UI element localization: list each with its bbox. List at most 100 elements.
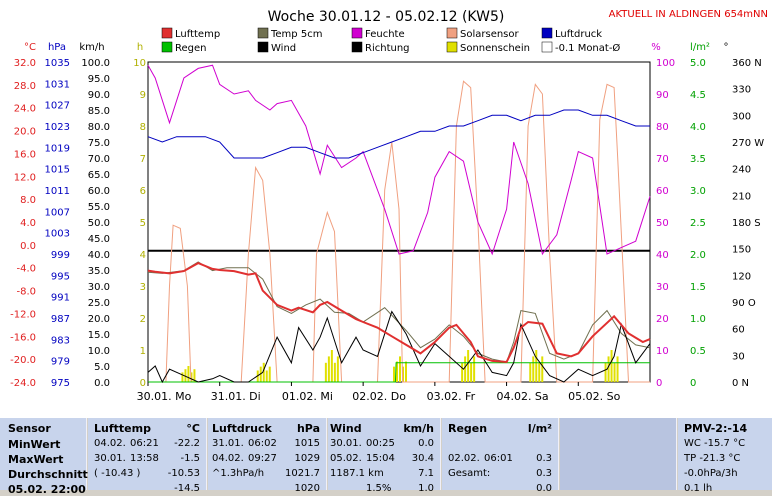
axis-unit-temp: °C	[24, 42, 36, 53]
x-tick-label: 02.02. Do	[352, 390, 406, 403]
tick-label-percent: 90	[656, 90, 669, 101]
tick-label-temp: 0.0	[20, 241, 36, 252]
sunshine-bar	[393, 366, 395, 382]
luftdruck-value: 1029	[294, 453, 320, 464]
row-label: Durchschnitt	[8, 468, 88, 481]
tick-label-hours: 5	[140, 218, 146, 229]
tick-label-speed: 65.0	[88, 170, 110, 181]
luftdruck-value: 1021.7	[285, 468, 320, 479]
tick-label-percent: 60	[656, 186, 669, 197]
legend-swatch	[446, 27, 458, 39]
tick-label-speed: 10.0	[88, 346, 110, 357]
tick-label-speed: 15.0	[88, 330, 110, 341]
regen-header: Regen	[448, 422, 488, 435]
x-tick-label: 03.02. Fr	[427, 390, 476, 403]
tick-label-temp: -24.0	[10, 378, 36, 389]
axis-unit-rain: l/m²	[690, 42, 710, 53]
tick-label-rain: 0.5	[690, 346, 706, 357]
tick-label-press: 1031	[45, 79, 70, 90]
sunshine-bar	[181, 372, 184, 382]
table-col-lufttemp	[88, 418, 207, 490]
regen-value: 0.3	[536, 453, 552, 464]
weather-chart: Woche 30.01.12 - 05.02.12 (KW5) AKTUELL …	[0, 0, 772, 418]
tick-label-hours: 10	[133, 58, 146, 69]
sunshine-bar	[190, 372, 193, 382]
tick-label-speed: 5.0	[94, 362, 110, 373]
sunshine-bar	[538, 362, 541, 382]
sunshine-bar	[187, 366, 190, 382]
x-tick-label: 05.02. So	[568, 390, 620, 403]
axis-unit-dir: °	[724, 42, 729, 53]
statistics-table: Sensor MinWert MaxWert Durchschnitt 05.02. 2…	[0, 418, 772, 496]
tick-label-dir: 0 N	[732, 378, 749, 389]
tick-label-temp: 4.0	[20, 218, 36, 229]
sunshine-bar	[262, 362, 265, 382]
table-col-pmv	[678, 418, 772, 490]
sunshine-bar	[529, 362, 532, 382]
sunshine-bar	[604, 362, 607, 382]
tick-label-hours: 7	[140, 154, 146, 165]
pmv-value: TP -21.3 °C	[684, 453, 741, 464]
tick-label-rain: 5.0	[690, 58, 706, 69]
tick-label-dir: 90 O	[732, 298, 756, 309]
tick-label-speed: 80.0	[88, 122, 110, 133]
lufttemp-header: Lufttemp	[94, 422, 151, 435]
pmv-header: PMV-2:-14	[684, 422, 748, 435]
tick-label-percent: 40	[656, 250, 669, 261]
tick-label-dir: 30	[732, 351, 745, 362]
tick-label-percent: 100	[656, 58, 675, 69]
legend-swatch	[351, 41, 363, 53]
sunshine-bar	[607, 356, 610, 382]
tick-label-press: 1019	[45, 143, 70, 154]
sunshine-bar	[402, 366, 404, 382]
tick-label-rain: 3.0	[690, 186, 706, 197]
x-axis-ticks: 30.01. Mo 31.01. Di 01.02. Mi 02.02. Do 03.0…	[137, 382, 621, 403]
wind-time: 1.5%	[366, 483, 392, 494]
tick-label-rain: 1.5	[690, 282, 706, 293]
tick-label-temp: 16.0	[14, 149, 36, 160]
tick-label-speed: 95.0	[88, 74, 110, 85]
tick-label-dir: 60	[732, 325, 745, 336]
tick-label-press: 1003	[45, 229, 70, 240]
tick-label-speed: 30.0	[88, 282, 110, 293]
row-label: MaxWert	[8, 453, 64, 466]
wind-value: 7.1	[418, 468, 434, 479]
tick-label-press: 999	[51, 250, 70, 261]
tick-label-rain: 4.5	[690, 90, 706, 101]
sunshine-bar	[467, 350, 470, 382]
tick-label-dir: 150	[732, 245, 751, 256]
legend-swatch	[351, 27, 363, 39]
series-wind	[147, 310, 651, 384]
table-col-sensor	[0, 418, 87, 490]
tick-label-speed: 70.0	[88, 154, 110, 165]
sunshine-bar	[613, 362, 616, 382]
tick-label-temp: -16.0	[10, 332, 36, 343]
table-col-wind	[328, 418, 441, 490]
legend-label: Temp 5cm	[270, 29, 322, 40]
axis-unit-press: hPa	[48, 42, 66, 53]
pmv-value: 0.1 lh	[684, 483, 713, 494]
tick-label-press: 991	[51, 293, 70, 304]
lufttemp-time: 13:58	[130, 453, 159, 464]
sunshine-bar	[405, 361, 407, 382]
tick-label-press: 1023	[45, 122, 70, 133]
legend-label: Richtung	[365, 43, 410, 54]
table-col-empty	[560, 418, 677, 490]
tick-label-percent: 0	[656, 378, 662, 389]
series-luftdruck	[147, 109, 650, 159]
sunshine-bar	[259, 366, 262, 382]
axes: °C hPa km/h h% l/m² °32.028.024.020.016.012.0…	[10, 42, 764, 389]
regen-date: Gesamt:	[448, 468, 491, 479]
sunshine-bar	[464, 356, 467, 382]
wind-date: 1187.1 km	[330, 468, 384, 479]
legend-swatch	[161, 41, 173, 53]
pmv-value: -0.0hPa/3h	[684, 468, 738, 479]
tick-label-hours: 8	[140, 122, 146, 133]
x-tick-label: 31.01. Di	[211, 390, 261, 403]
tick-label-percent: 20	[656, 314, 669, 325]
lufttemp-value: -14.5	[174, 483, 200, 494]
tick-label-speed: 40.0	[88, 250, 110, 261]
sunshine-bars	[181, 350, 619, 382]
luftdruck-value: 1015	[294, 438, 320, 449]
tick-label-rain: 2.0	[690, 250, 706, 261]
